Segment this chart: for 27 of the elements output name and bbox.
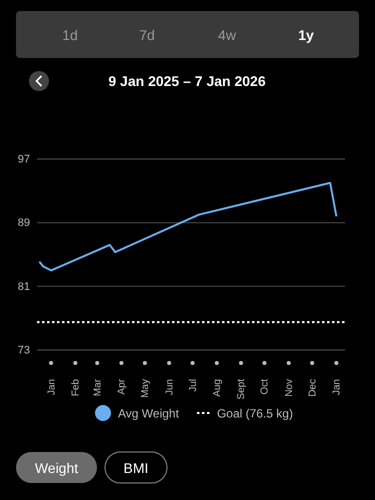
x-tick-label: Nov bbox=[284, 379, 295, 397]
legend-label: Goal (76.5 kg) bbox=[216, 406, 293, 420]
x-tick-label: Jun bbox=[164, 379, 176, 396]
text: 7d bbox=[139, 27, 155, 43]
legend-label: Avg Weight bbox=[118, 406, 180, 420]
x-tick-label: Apr bbox=[116, 378, 128, 395]
x-tick-label: Aug bbox=[212, 379, 223, 397]
y-tick-label: 89 bbox=[18, 217, 30, 230]
x-tick-label: Mar bbox=[92, 378, 104, 396]
text: 4w bbox=[218, 27, 237, 43]
text: 1d bbox=[62, 27, 78, 43]
text: 1y bbox=[298, 27, 314, 43]
x-tick-label: Jul bbox=[188, 379, 199, 392]
y-tick-label: 81 bbox=[18, 280, 30, 293]
text: BMI bbox=[124, 460, 148, 476]
x-tick-label: Feb bbox=[70, 378, 82, 396]
text: Weight bbox=[34, 460, 78, 476]
x-tick-label: Jan bbox=[332, 379, 343, 396]
x-tick-label: Sept bbox=[236, 378, 248, 400]
x-tick-label: Oct bbox=[260, 378, 271, 395]
y-tick-label: 97 bbox=[18, 154, 30, 166]
x-tick-label: May bbox=[140, 379, 152, 398]
x-tick-label: Dec bbox=[307, 379, 318, 397]
line-series bbox=[38, 182, 338, 272]
chart-title: 9 Jan 2025 – 7 Jan 2026 bbox=[108, 73, 266, 89]
x-tick-label: Jan bbox=[46, 379, 58, 396]
y-tick-label: 73 bbox=[18, 344, 30, 357]
